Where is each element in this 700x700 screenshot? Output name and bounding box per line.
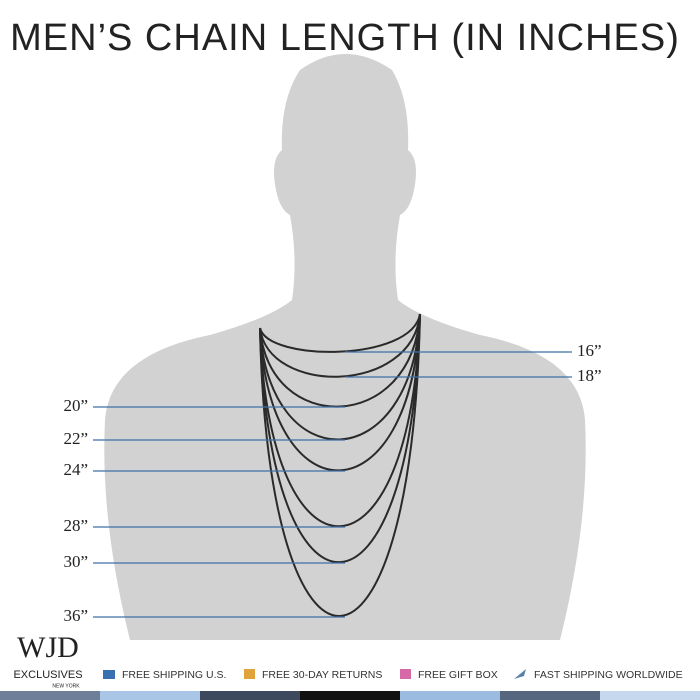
return-icon bbox=[244, 669, 255, 679]
chain bbox=[259, 313, 421, 564]
length-label: 36” bbox=[63, 606, 88, 625]
logo-mark: WJD bbox=[17, 631, 79, 664]
gift-icon bbox=[400, 669, 411, 679]
footer: WJD EXCLUSIVES NEW YORK FREE SHIPPING U.… bbox=[13, 631, 682, 689]
truck-icon bbox=[103, 670, 115, 679]
perk: FAST SHIPPING WORLDWIDE bbox=[534, 669, 683, 681]
chain bbox=[259, 313, 421, 528]
silhouette bbox=[104, 54, 586, 640]
length-label: 16” bbox=[577, 341, 602, 360]
length-label: 24” bbox=[63, 460, 88, 479]
chain bbox=[259, 313, 421, 353]
logo-city: NEW YORK bbox=[52, 683, 80, 689]
strip bbox=[500, 691, 600, 700]
body-shape bbox=[104, 54, 586, 640]
perk: FREE GIFT BOX bbox=[418, 669, 498, 681]
title: MEN’S CHAIN LENGTH (IN INCHES) bbox=[10, 17, 680, 59]
length-labels: 16” 18” 20” 22” 24” 28” 30” 36” bbox=[63, 341, 601, 625]
plane-icon bbox=[514, 669, 526, 679]
chain bbox=[259, 313, 421, 378]
strip bbox=[600, 691, 700, 700]
length-label: 18” bbox=[577, 366, 602, 385]
strip bbox=[100, 691, 200, 700]
color-strip bbox=[0, 691, 700, 700]
perk: FREE SHIPPING U.S. bbox=[122, 669, 226, 681]
length-label: 30” bbox=[63, 552, 88, 571]
length-label: 22” bbox=[63, 429, 88, 448]
chain bbox=[259, 313, 421, 472]
logo-name: EXCLUSIVES bbox=[13, 669, 82, 681]
length-label: 20” bbox=[63, 396, 88, 415]
strip bbox=[300, 691, 400, 700]
strip bbox=[0, 691, 100, 700]
strip bbox=[400, 691, 500, 700]
strip bbox=[200, 691, 300, 700]
perk: FREE 30-DAY RETURNS bbox=[262, 669, 382, 681]
length-label: 28” bbox=[63, 516, 88, 535]
